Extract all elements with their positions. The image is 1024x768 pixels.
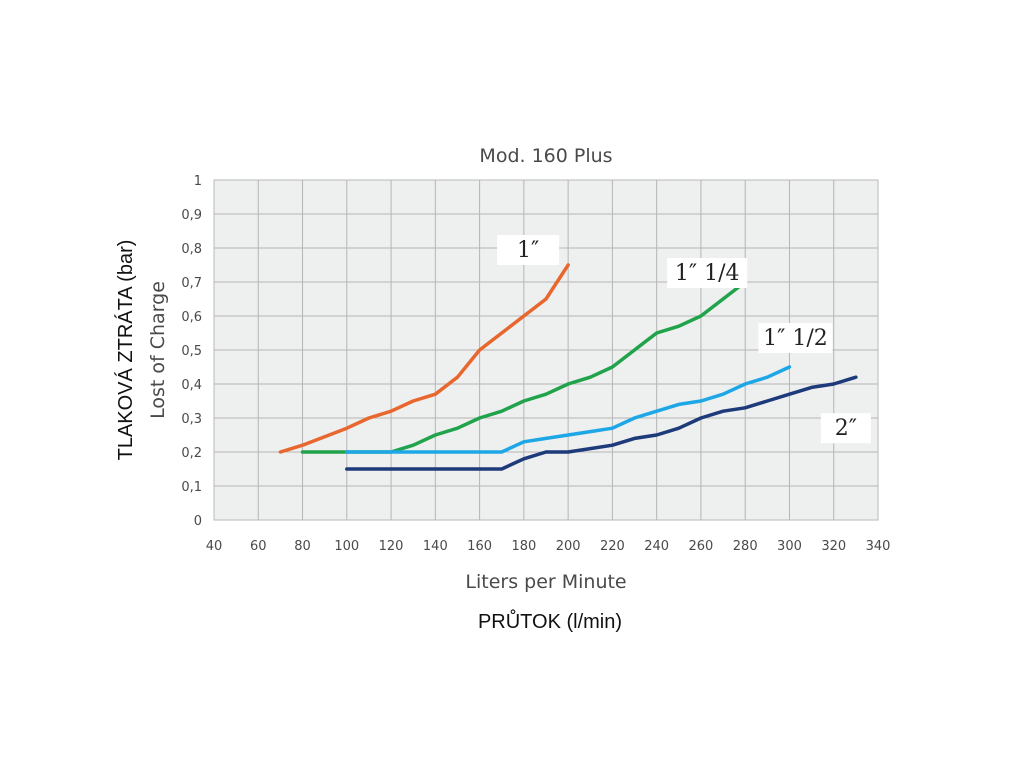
y-tick-label: 0,6 [181,310,202,325]
y-axis-label-secondary: TLAKOVÁ ZTRÁTA (bar) [114,240,137,461]
y-tick-label: 0,5 [181,344,202,359]
series-label-bg [820,413,871,444]
y-tick-label: 0,2 [181,446,202,461]
grid [213,179,879,521]
y-tick-label: 0,1 [181,480,202,495]
series-line-3 [345,365,792,454]
series-line-1 [278,263,570,454]
series-line-2 [300,280,747,454]
series-label-3: 1″ 1/2 [763,326,828,351]
x-tick-label: 40 [206,539,223,554]
x-tick-label: 180 [511,539,536,554]
series-label-4: 2″ [835,416,857,441]
series-labels: 1″ 1″ 1/4 1″ 1/2 2″ [497,235,871,444]
x-tick-label: 240 [644,539,669,554]
series-lines [278,263,858,471]
x-tick-label: 220 [600,539,625,554]
series-label-2: 1″ 1/4 [675,261,740,286]
y-axis-ticks: 0 0,1 0,2 0,3 0,4 0,5 0,6 0,7 0,8 0,9 1 [181,174,202,529]
x-tick-label: 80 [294,539,311,554]
x-tick-label: 120 [379,539,404,554]
x-axis-label-secondary: PRŮTOK (l/min) [478,609,622,633]
series-line-4 [345,375,858,471]
x-tick-label: 100 [334,539,359,554]
x-tick-label: 320 [821,539,846,554]
x-tick-label: 340 [866,539,891,554]
x-tick-label: 260 [689,539,714,554]
y-tick-label: 0,4 [181,378,202,393]
y-tick-label: 0,9 [181,208,202,223]
y-tick-label: 0 [194,514,202,529]
chart-title: Mod. 160 Plus [479,145,612,167]
series-label-1: 1″ [517,238,539,263]
series-label-bg [497,235,560,265]
y-tick-label: 0,8 [181,242,202,257]
x-tick-label: 160 [467,539,492,554]
plot-frame [213,179,879,521]
y-tick-label: 0,7 [181,276,202,291]
x-tick-label: 280 [733,539,758,554]
x-axis-label: Liters per Minute [465,571,626,593]
series-label-bg [667,258,748,288]
y-axis-label: Lost of Charge [147,281,169,419]
y-tick-label: 1 [194,174,202,189]
x-tick-label: 200 [556,539,581,554]
x-tick-label: 140 [423,539,448,554]
series-label-bg [758,323,833,353]
x-tick-label: 300 [777,539,802,554]
y-tick-label: 0,3 [181,412,202,427]
x-tick-label: 60 [250,539,267,554]
x-axis-ticks: 40 60 80 100 120 140 160 180 200 220 240 260 280 300 3… [206,539,891,554]
